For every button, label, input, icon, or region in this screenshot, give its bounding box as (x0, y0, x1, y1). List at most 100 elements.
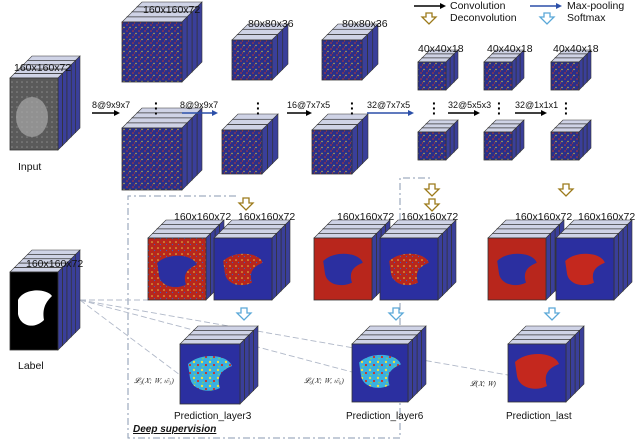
encoder-fm-3-top-side-face (372, 23, 379, 71)
legend-maxpool-arrowhead (556, 3, 562, 9)
ellipsis-5: · · · (497, 95, 502, 121)
decoder-fm-layer3-b-organ (223, 253, 263, 286)
legend-softmax-arrow-icon (538, 12, 556, 25)
softmax-arrow-layer3 (235, 307, 253, 321)
encoder-fm-4-bottom-side-face (445, 127, 451, 161)
encoder-fm-1-bottom (121, 107, 203, 191)
prediction-layer3-volume-side-face (253, 325, 259, 392)
encoder-fm-1-bottom-side-face (186, 117, 193, 186)
decoder-fm-layer6-b-side-face (437, 232, 443, 301)
prediction-last-volume-top-face (507, 339, 572, 345)
decoder-fm-layer6-a-top-face (313, 233, 378, 239)
prediction-layer6-volume-top-face (355, 334, 418, 340)
encoder-fm-5-top-front-face (483, 61, 513, 91)
ellipsis-2: · · · (256, 95, 261, 121)
prediction-layer3-volume-top-face (183, 334, 250, 340)
label-size-label: 160x160x72 (26, 258, 84, 270)
encoder-fm-6-top-side-face (582, 53, 588, 87)
encoder-fm-4-bottom-front-face (417, 131, 447, 161)
prediction-layer6-volume-top-face (364, 325, 427, 331)
deconv-arrow-2b (423, 198, 441, 212)
decoder-fm-layer3-b-top-face (222, 224, 287, 230)
legend-deconv-arrow-icon (420, 12, 438, 25)
encoder-fm-5-bottom-top-face (483, 127, 517, 133)
input-volume-side-face (75, 55, 81, 134)
encoder-fm-5-top-side-face (511, 57, 517, 91)
legend-convolution-arrowhead (440, 3, 446, 9)
decoder-size-4: 160x160x72 (401, 211, 459, 223)
encoder-size-6: 40x40x18 (553, 43, 599, 55)
encoder-fm-4-top (417, 49, 459, 91)
encoder-fm-1-top (121, 1, 203, 83)
label-volume-side-face (66, 258, 72, 342)
decoder-fm-layer6-b-side-face (451, 219, 457, 288)
encoder-fm-6-bottom-top-face (550, 127, 584, 133)
encoder-size-3: 80x80x36 (342, 18, 388, 30)
encoder-fm-1-top-front-face (121, 21, 183, 83)
prediction-layer3-volume-side-face (239, 338, 245, 405)
prediction-layer6-volume-top-face (360, 330, 423, 336)
legend-softmax-label: Softmax (567, 12, 606, 24)
encoder-fm-1-top-side-face (181, 16, 188, 83)
input-volume-side-face (66, 64, 72, 142)
prediction-layer3-volume-top-face (188, 330, 255, 336)
encoder-fm-5-bottom (483, 119, 525, 161)
maxpool-arrow-2-head (408, 110, 414, 116)
encoder-fm-2-bottom-side-face (272, 113, 279, 165)
layer-op-4: 32@7x7x5 (367, 100, 411, 110)
encoder-fm-2-bottom-front-face (221, 129, 263, 175)
deep-supervision-box (127, 177, 432, 439)
decoder-fm-layer3-b-side-face (276, 228, 282, 297)
prediction-last-volume-side-face (579, 325, 585, 390)
label-volume-side-face (62, 262, 68, 347)
encoder-fm-3-top-top-face (326, 29, 374, 35)
encoder-fm-3-bottom-side-face (357, 118, 363, 170)
decoder-fm-layer3-b-side-face (280, 223, 286, 292)
decoder-fm-last-a-top-face (487, 233, 552, 239)
input-volume-side-face (62, 68, 68, 147)
legend-maxpool-label: Max-pooling (567, 0, 625, 12)
encoder-fm-4-bottom (417, 119, 459, 161)
label-volume-top-face (26, 249, 81, 255)
legend-deconv-label: Deconvolution (450, 12, 517, 24)
prediction-last-volume-top-face (511, 334, 576, 340)
prediction-layer6-volume-side-face (416, 329, 422, 394)
encoder-size-2: 80x80x36 (248, 18, 294, 30)
decoder-size-1: 160x160x72 (174, 211, 232, 223)
decoder-fm-layer6-b-top-face (379, 233, 444, 239)
encoder-fm-2-top-side-face (282, 23, 289, 71)
encoder-fm-3-top-side-face (367, 28, 373, 76)
encoder-fm-1-bottom-side-face (196, 107, 203, 176)
encoder-fm-2-bottom-side-face (267, 118, 273, 170)
decoder-fm-layer3-a-top-face (147, 233, 212, 239)
prediction-layer3-volume-side-face (244, 334, 250, 401)
conv-arrow-2-head (306, 110, 312, 116)
encoder-fm-5-top-top-face (483, 57, 517, 63)
loss-label-layer3: 𝓛₃(𝑋; 𝑊, 𝑤̂₃) (134, 376, 174, 385)
decoder-fm-last-a-top-face (491, 228, 556, 234)
encoder-fm-6-top (550, 49, 592, 91)
encoder-fm-4-top-side-face (445, 57, 451, 91)
encoder-fm-4-bottom-top-face (425, 119, 459, 125)
prediction-last-volume-side-face (570, 334, 576, 399)
prediction-layer6-volume-side-face (412, 334, 418, 399)
encoder-fm-5-top (483, 49, 525, 91)
decoder-fm-layer6-a-side-face (371, 232, 377, 301)
layer-op-2: 8@9x9x7 (180, 100, 219, 110)
label-volume-side-face (57, 266, 63, 351)
decoder-fm-last-b-side-face (627, 219, 633, 288)
encoder-fm-1-bottom-side-face (191, 112, 198, 181)
encoder-fm-6-top-top-face (550, 57, 584, 63)
ellipsis-3: · · · (350, 95, 355, 121)
encoder-fm-5-bottom-top-face (487, 123, 521, 129)
conv-arrow-3-head (474, 110, 480, 116)
decoder-fm-layer6-a-top-face (322, 224, 387, 230)
prediction-last-volume-top-face (516, 330, 581, 336)
encoder-fm-3-bottom-front-face (311, 129, 353, 175)
encoder-fm-3-bottom-side-face (351, 123, 358, 175)
prediction-layer6-heatmap (359, 354, 401, 388)
encoder-fm-3-top (321, 23, 379, 81)
deconv-arrow-3 (557, 183, 575, 197)
encoder-fm-2-bottom (221, 113, 279, 175)
encoder-fm-6-bottom-side-face (578, 127, 584, 161)
